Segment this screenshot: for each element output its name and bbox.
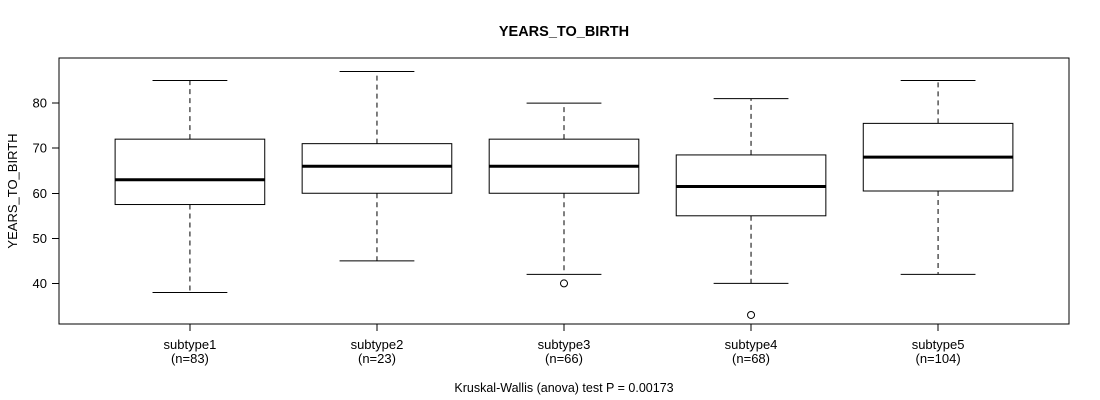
y-tick-label: 70 xyxy=(33,141,47,156)
chart-title: YEARS_TO_BIRTH xyxy=(499,24,629,40)
category-label: subtype4 xyxy=(725,337,778,352)
outlier-point xyxy=(560,279,568,288)
outlier-point xyxy=(747,310,756,319)
iqr-box xyxy=(301,143,453,194)
category-label: subtype2 xyxy=(351,337,404,352)
category-count-label: (n=83) xyxy=(171,351,209,366)
category-label: subtype5 xyxy=(912,337,965,352)
y-tick-label: 50 xyxy=(33,231,47,246)
iqr-box xyxy=(114,138,266,206)
category-count-label: (n=23) xyxy=(358,351,396,366)
plot-area: 40 50 60 70 80 subtype1(n=83) subtype2(n=23) su… xyxy=(33,57,1070,366)
y-tick-label: 80 xyxy=(33,96,47,111)
chart-annotation: Kruskal-Wallis (anova) test P = 0.00173 xyxy=(454,381,673,395)
y-tick-label: 40 xyxy=(33,276,47,291)
category-count-label: (n=104) xyxy=(915,351,960,366)
y-tick-label: 60 xyxy=(33,186,47,201)
category-label: subtype3 xyxy=(538,337,591,352)
y-axis-label: YEARS_TO_BIRTH xyxy=(5,133,20,248)
category-label: subtype1 xyxy=(164,337,217,352)
category-count-label: (n=66) xyxy=(545,351,583,366)
category-count-label: (n=68) xyxy=(732,351,770,366)
